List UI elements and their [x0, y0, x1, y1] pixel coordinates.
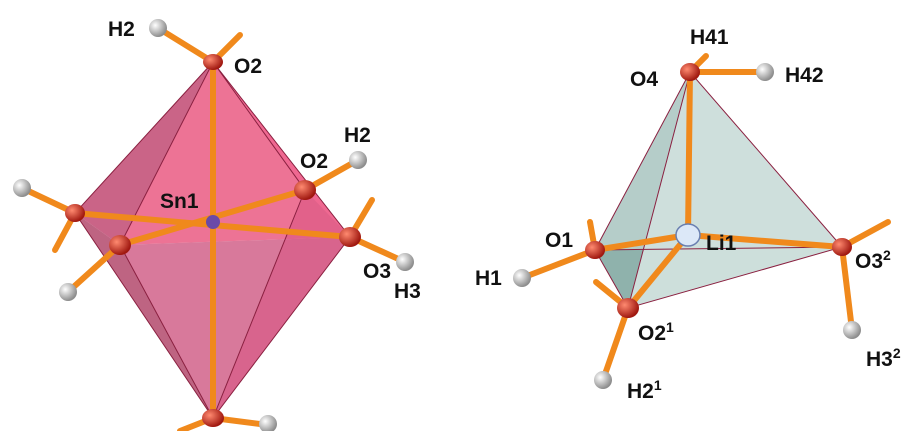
tetrahedron — [513, 53, 891, 389]
atom-label: Sn1 — [160, 190, 199, 213]
atom-label: H41 — [690, 26, 729, 49]
label-sup: 2 — [883, 247, 891, 263]
atom-label: H2 — [108, 18, 135, 41]
atom-label: H32 — [866, 345, 901, 371]
atom-label: O1 — [545, 229, 573, 252]
atom-label: O2 — [234, 55, 262, 78]
label-text: O3 — [855, 250, 883, 273]
label-text: H3 — [866, 348, 893, 371]
label-text: H2 — [627, 380, 654, 403]
atom-label: H21 — [627, 377, 662, 403]
atom-label: H2 — [344, 124, 371, 147]
atom-label: O21 — [638, 319, 674, 345]
atom-label: H3 — [394, 280, 421, 303]
atom-label: Li1 — [706, 232, 737, 255]
label-sup: 2 — [893, 345, 901, 361]
atom-label: O2 — [300, 150, 328, 173]
label-text: O2 — [638, 322, 666, 345]
octahedron — [13, 19, 414, 431]
atom-labels: H2 O2 O2 H2 Sn1 O3 H3 H41 O4 H42 Li1 O1 … — [108, 18, 901, 403]
label-sup: 1 — [666, 319, 674, 335]
atom-label: O32 — [855, 247, 891, 273]
atom-label: O3 — [363, 260, 391, 283]
atom-label: H42 — [785, 64, 824, 87]
atom-label: O4 — [630, 68, 658, 91]
label-sup: 1 — [654, 377, 662, 393]
atom-label: H1 — [475, 267, 502, 290]
